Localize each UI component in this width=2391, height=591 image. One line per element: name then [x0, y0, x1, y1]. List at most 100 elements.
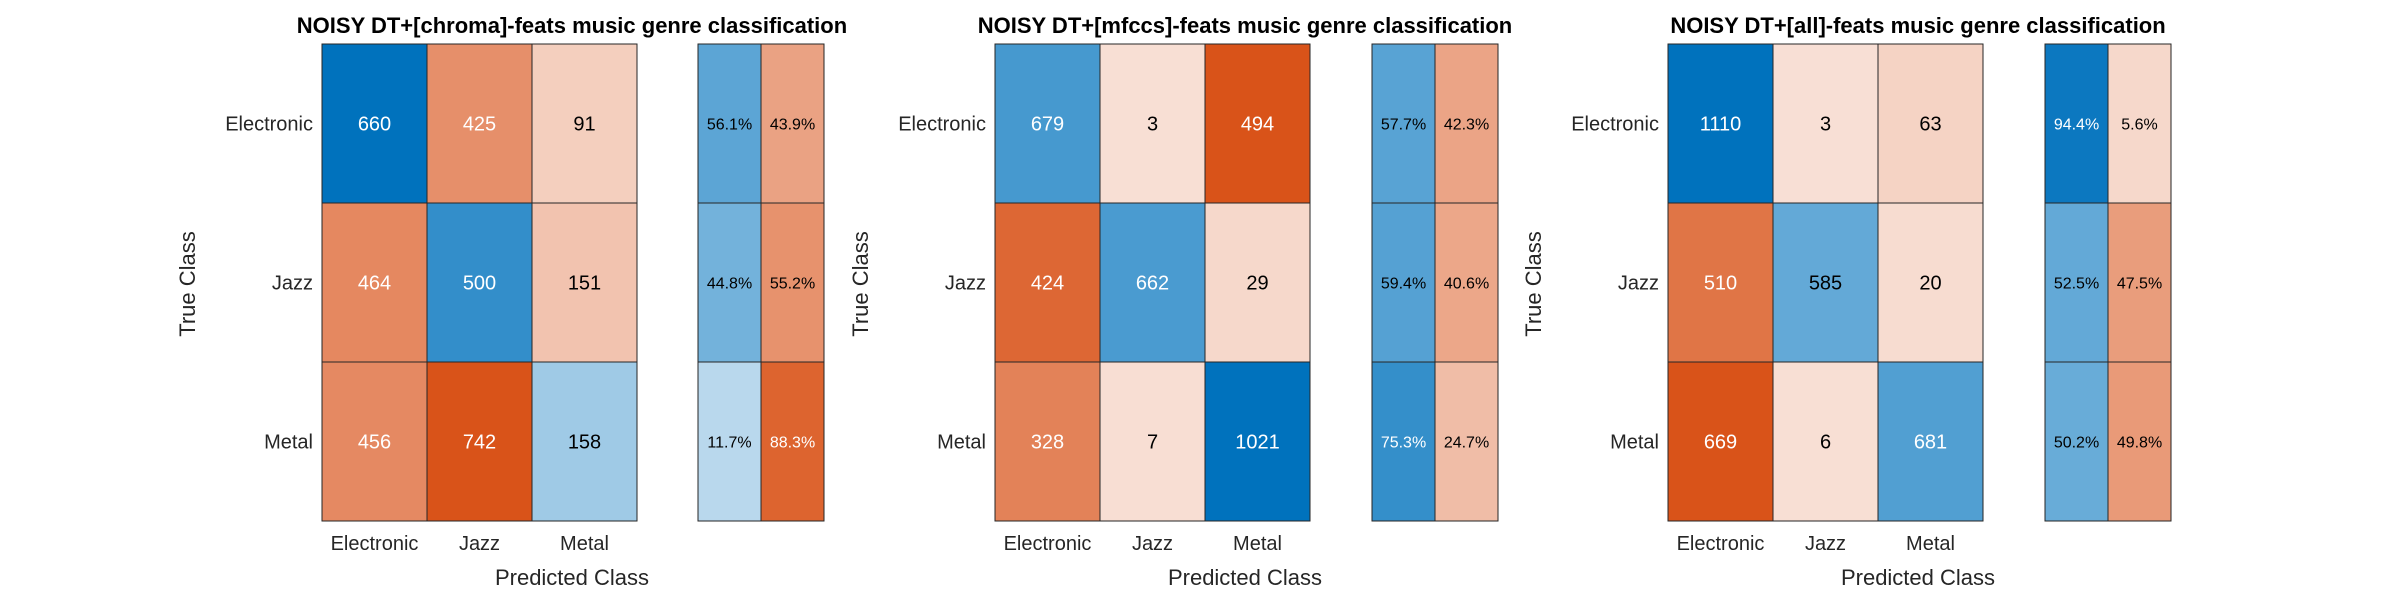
matrix-cell-electronic-metal: [1204, 43, 1311, 204]
x-tick-label: Electronic: [1004, 533, 1092, 555]
row-summary-value: 43.9%: [770, 117, 815, 134]
cell-value: 662: [1136, 273, 1169, 295]
row-summary-cell-electronic-correct: [697, 43, 762, 204]
row-summary-value: 44.8%: [707, 276, 752, 293]
cell-value: 20: [1919, 273, 1941, 295]
cell-value: 660: [358, 114, 391, 136]
row-summary-value: 55.2%: [770, 276, 815, 293]
row-summary-value: 50.2%: [2054, 435, 2099, 452]
row-summary-value: 5.6%: [2121, 117, 2157, 134]
row-summary-value: 49.8%: [2117, 435, 2162, 452]
matrix-cell-jazz-metal: [1877, 202, 1984, 363]
row-summary-cell-jazz-incorrect: [1434, 202, 1499, 363]
y-tick-label: Electronic: [898, 114, 986, 136]
cell-value: 63: [1919, 114, 1941, 136]
chart-title: NOISY DT+[all]-feats music genre classif…: [1670, 13, 2165, 38]
x-tick-label: Electronic: [331, 533, 419, 555]
cell-value: 510: [1704, 273, 1737, 295]
y-tick-label: Electronic: [1571, 114, 1659, 136]
row-summary-cell-electronic-incorrect: [760, 43, 825, 204]
row-summary-cell-jazz-incorrect: [760, 202, 825, 363]
matrix-cell-jazz-electronic: [994, 202, 1101, 363]
row-summary-cell-jazz-incorrect: [2107, 202, 2172, 363]
cell-value: 1021: [1235, 432, 1280, 454]
row-summary-cell-metal-correct: [1371, 361, 1436, 522]
matrix-cell-metal-jazz: [1099, 361, 1206, 522]
cell-value: 3: [1147, 114, 1158, 136]
confusion-chart-2: NOISY DT+[mfccs]-feats music genre class…: [848, 13, 1512, 590]
y-tick-label: Electronic: [225, 114, 313, 136]
row-summary-cell-electronic-correct: [1371, 43, 1436, 204]
cell-value: 742: [463, 432, 496, 454]
cell-value: 681: [1914, 432, 1947, 454]
chart-title: NOISY DT+[mfccs]-feats music genre class…: [978, 13, 1513, 38]
row-summary-value: 56.1%: [707, 117, 752, 134]
matrix-cell-metal-electronic: [994, 361, 1101, 522]
cell-value: 158: [568, 432, 601, 454]
matrix-cell-metal-metal: [1204, 361, 1311, 522]
matrix-cell-electronic-electronic: [321, 43, 428, 204]
cell-value: 494: [1241, 114, 1274, 136]
cell-value: 424: [1031, 273, 1064, 295]
matrix-cell-jazz-jazz: [1772, 202, 1879, 363]
confusion-chart-1: NOISY DT+[chroma]-feats music genre clas…: [175, 13, 847, 590]
cell-value: 679: [1031, 114, 1064, 136]
row-summary-value: 24.7%: [1444, 435, 1489, 452]
row-summary-value: 40.6%: [1444, 276, 1489, 293]
x-axis-label: Predicted Class: [495, 565, 649, 590]
cell-value: 500: [463, 273, 496, 295]
row-summary-cell-metal-incorrect: [1434, 361, 1499, 522]
row-summary-value: 42.3%: [1444, 117, 1489, 134]
cell-value: 328: [1031, 432, 1064, 454]
matrix-cell-metal-electronic: [321, 361, 428, 522]
row-summary-cell-jazz-correct: [2044, 202, 2109, 363]
row-summary-cell-electronic-incorrect: [1434, 43, 1499, 204]
y-tick-label: Jazz: [945, 273, 986, 295]
chart-title: NOISY DT+[chroma]-feats music genre clas…: [297, 13, 847, 38]
cell-value: 7: [1147, 432, 1158, 454]
y-tick-label: Metal: [1610, 432, 1659, 454]
row-summary-value: 47.5%: [2117, 276, 2162, 293]
row-summary-cell-jazz-correct: [1371, 202, 1436, 363]
x-tick-label: Metal: [1233, 533, 1282, 555]
cell-value: 585: [1809, 273, 1842, 295]
matrix-cell-jazz-jazz: [1099, 202, 1206, 363]
row-summary-value: 57.7%: [1381, 117, 1426, 134]
y-tick-label: Metal: [264, 432, 313, 454]
matrix-cell-electronic-metal: [1877, 43, 1984, 204]
matrix-cell-metal-metal: [1877, 361, 1984, 522]
cell-value: 151: [568, 273, 601, 295]
cell-value: 1110: [1700, 114, 1742, 136]
cell-value: 91: [573, 114, 595, 136]
matrix-cell-jazz-metal: [531, 202, 638, 363]
y-axis-label: True Class: [1521, 231, 1546, 337]
cell-value: 3: [1820, 114, 1831, 136]
matrix-cell-electronic-electronic: [1667, 43, 1774, 204]
matrix-cell-electronic-electronic: [994, 43, 1101, 204]
row-summary-cell-metal-correct: [697, 361, 762, 522]
matrix-cell-metal-jazz: [426, 361, 533, 522]
row-summary-value: 11.7%: [707, 435, 751, 452]
x-tick-label: Electronic: [1677, 533, 1765, 555]
cell-value: 29: [1246, 273, 1268, 295]
matrix-cell-jazz-jazz: [426, 202, 533, 363]
y-axis-label: True Class: [175, 231, 200, 337]
x-tick-label: Jazz: [1805, 533, 1846, 555]
row-summary-value: 75.3%: [1381, 435, 1426, 452]
matrix-cell-electronic-metal: [531, 43, 638, 204]
confusion-chart-3: NOISY DT+[all]-feats music genre classif…: [1521, 13, 2172, 590]
y-axis-label: True Class: [848, 231, 873, 337]
x-tick-label: Jazz: [1132, 533, 1173, 555]
matrix-cell-electronic-jazz: [426, 43, 533, 204]
row-summary-value: 52.5%: [2054, 276, 2099, 293]
row-summary-cell-jazz-correct: [697, 202, 762, 363]
cell-value: 6: [1820, 432, 1831, 454]
row-summary-cell-metal-incorrect: [2107, 361, 2172, 522]
row-summary-value: 88.3%: [770, 435, 815, 452]
row-summary-value: 59.4%: [1381, 276, 1426, 293]
cell-value: 425: [463, 114, 496, 136]
x-tick-label: Jazz: [459, 533, 500, 555]
row-summary-cell-metal-incorrect: [760, 361, 825, 522]
matrix-cell-electronic-jazz: [1099, 43, 1206, 204]
